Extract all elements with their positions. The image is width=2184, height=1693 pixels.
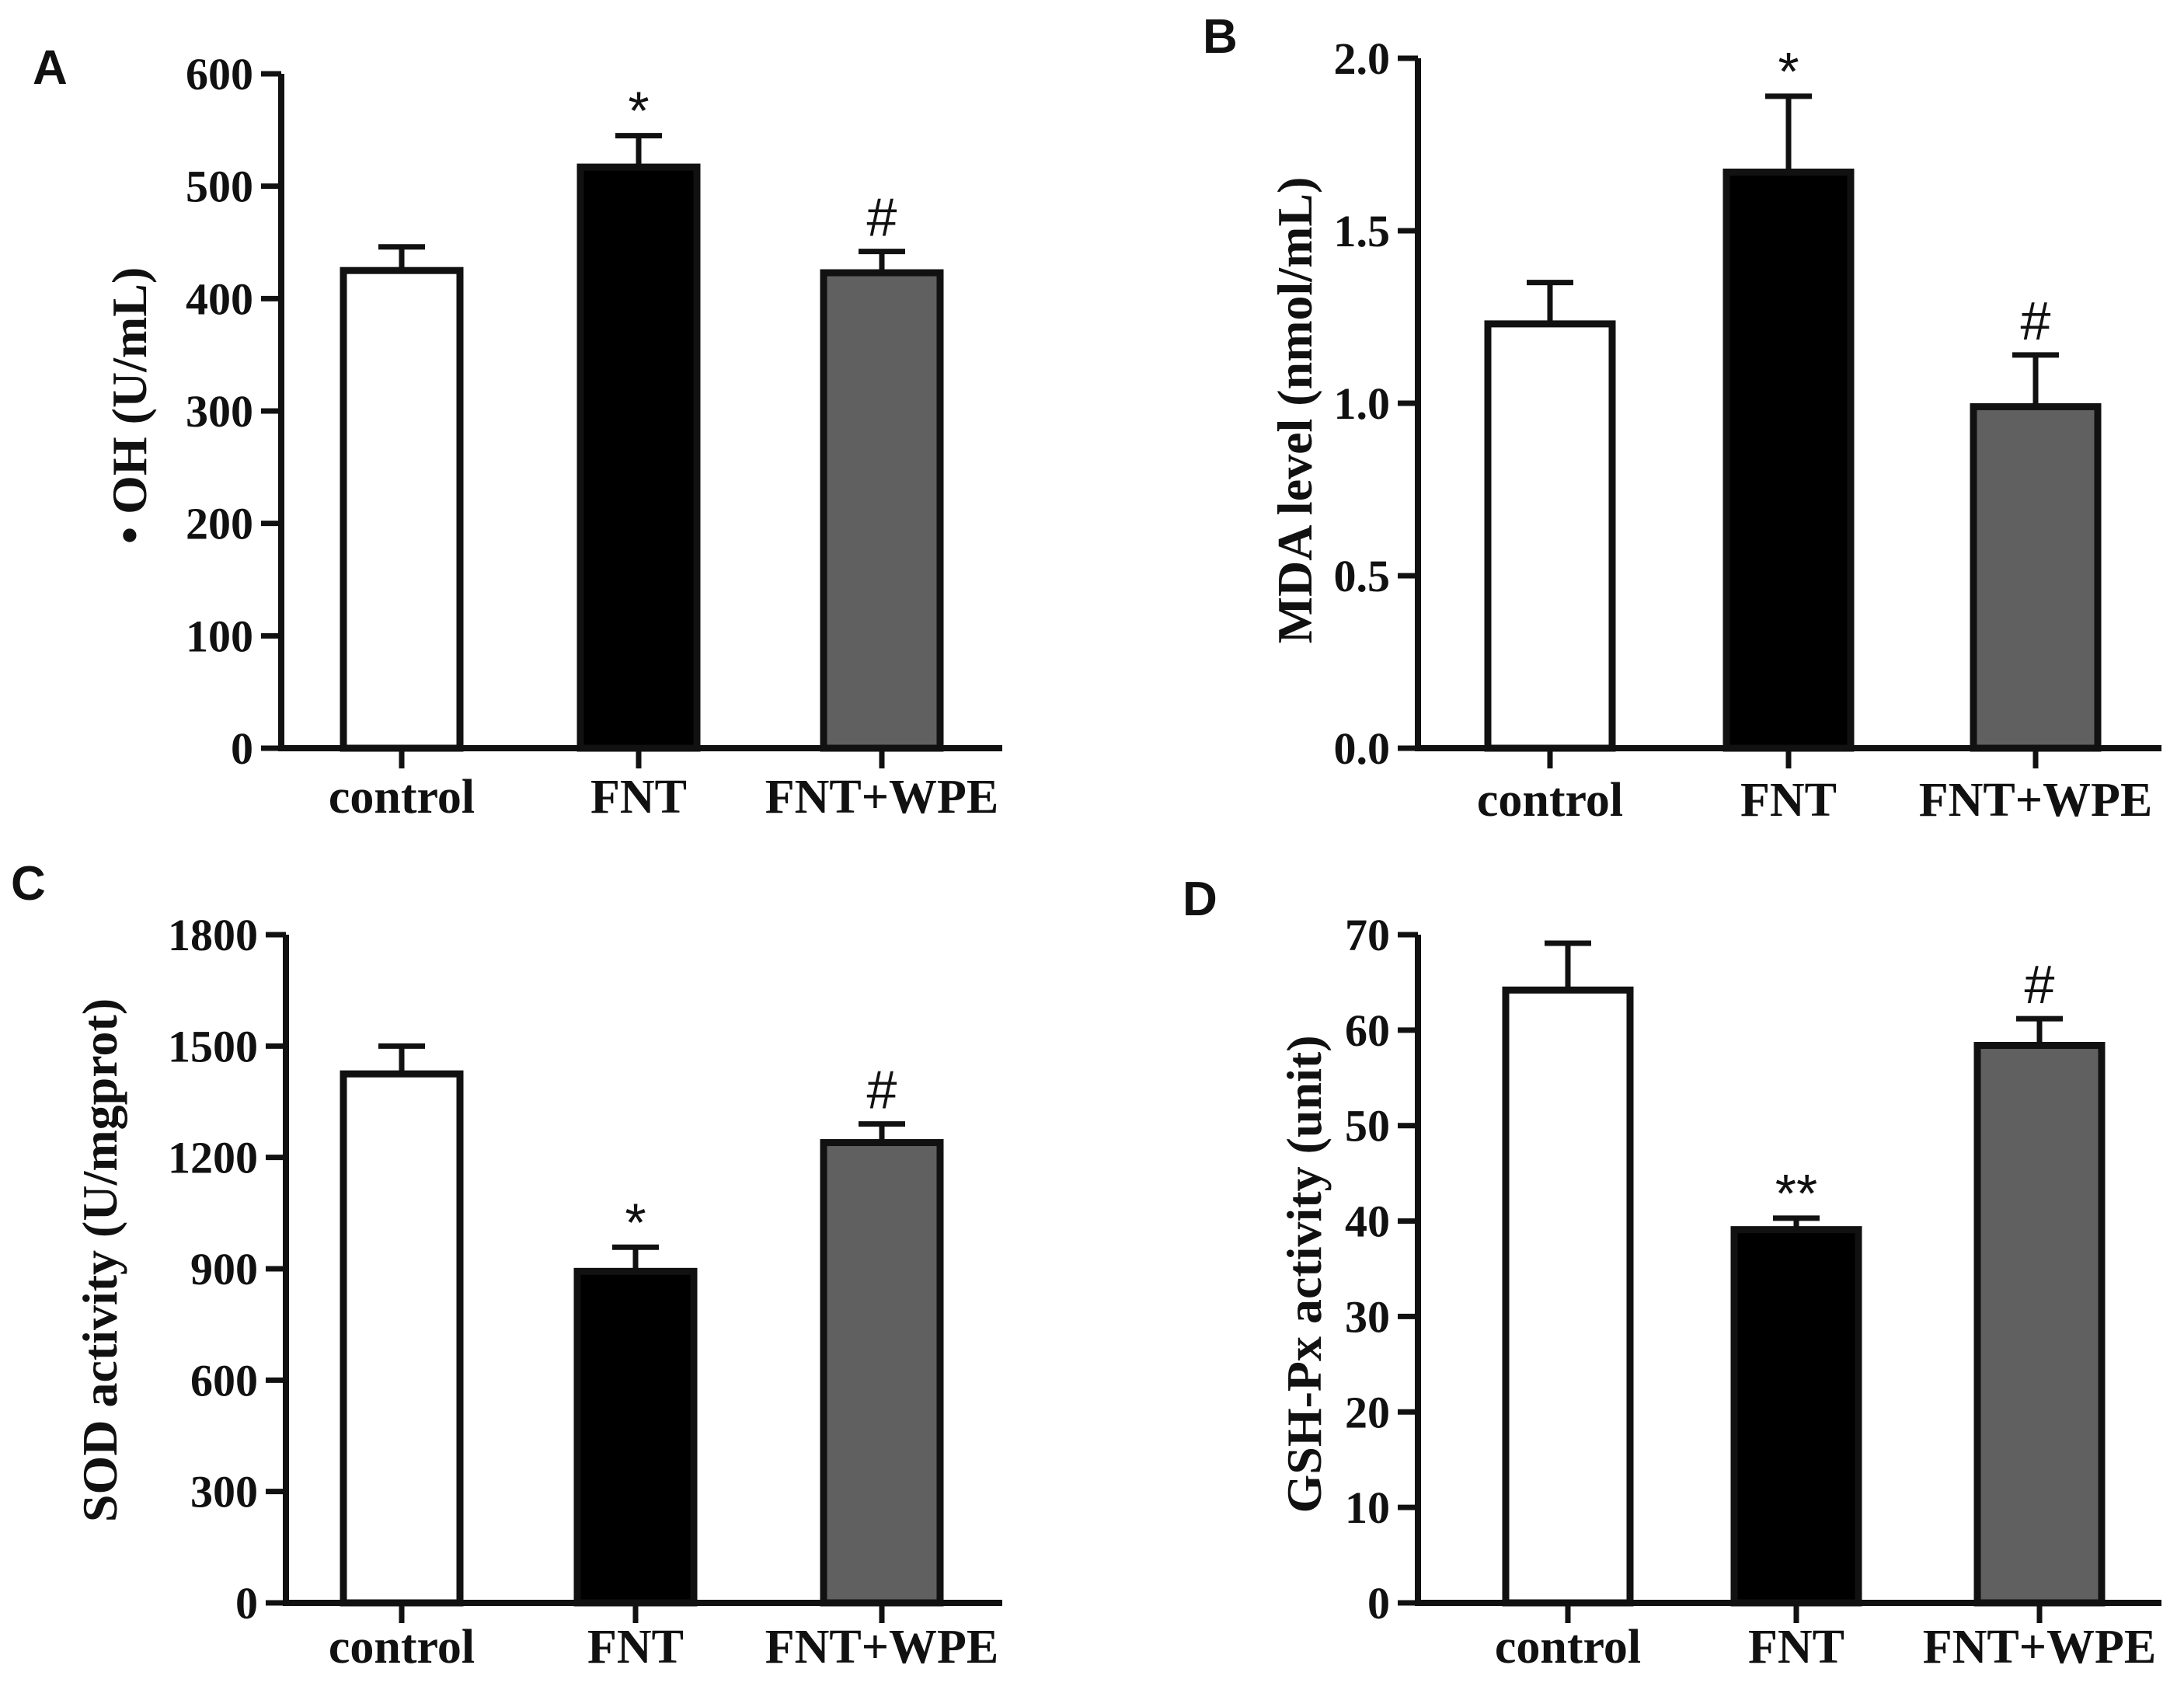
chart-panel-c: C SOD activity (U/mgprot) 0 300 600 900 1200… <box>11 857 1002 1674</box>
significance-label-a: * <box>628 81 649 141</box>
y-axis-title-a: • OH (U/mL) <box>102 267 157 545</box>
x-tick-label-b: control <box>1477 774 1623 827</box>
y-tick-label-d: 60 <box>1345 1005 1390 1056</box>
y-tick-label-c: 900 <box>190 1244 258 1294</box>
significance-label-d: # <box>2025 954 2055 1015</box>
chart-plot-b: 0.0 0.5 1.0 1.5 2.0 control FNT * FNT+WPE # <box>1334 33 2161 827</box>
panel-letter-d: D <box>1183 873 1217 926</box>
y-tick-label-a: 0 <box>231 723 253 774</box>
bar-a <box>340 266 464 752</box>
significance-label-d: ** <box>1775 1163 1817 1224</box>
y-tick-label-a: 400 <box>186 273 253 324</box>
x-tick-label-b: FNT <box>1740 774 1837 827</box>
y-axis-title-c: SOD activity (U/mgprot) <box>72 998 127 1522</box>
significance-label-b: # <box>2021 291 2051 351</box>
x-tick-label-a: FNT <box>590 771 687 824</box>
x-tick-label-d: FNT+WPE <box>1923 1621 2157 1674</box>
chart-plot-d: 0 10 20 30 40 50 60 70 control FNT ** FNT+WPE # <box>1345 910 2161 1674</box>
chart-plot-c: 0 300 600 900 1200 1500 1800 control FNT * FNT+WPE… <box>168 910 1002 1674</box>
y-tick-label-d: 20 <box>1345 1387 1390 1437</box>
y-tick-label-c: 1800 <box>168 910 258 960</box>
y-tick-label-b: 1.5 <box>1334 206 1391 256</box>
y-tick-label-b: 1.0 <box>1334 378 1391 429</box>
x-tick-label-a: control <box>329 771 475 824</box>
bar-d <box>1973 1042 2106 1607</box>
y-tick-label-b: 2.0 <box>1334 33 1391 84</box>
y-tick-label-c: 300 <box>190 1467 258 1517</box>
chart-plot-a: 0 100 200 300 400 500 600 control FNT * FNT+WPE # <box>186 49 1002 824</box>
bar-d <box>1502 986 1634 1607</box>
y-tick-label-c: 1500 <box>168 1021 258 1071</box>
bar-b <box>1484 320 1616 752</box>
y-tick-label-d: 30 <box>1345 1291 1390 1342</box>
x-tick-label-c: FNT+WPE <box>765 1621 999 1674</box>
y-tick-label-a: 300 <box>186 386 253 437</box>
y-tick-label-b: 0.0 <box>1334 723 1391 774</box>
bar-c <box>340 1070 464 1607</box>
y-tick-label-d: 10 <box>1345 1482 1390 1533</box>
x-tick-label-d: control <box>1495 1621 1641 1674</box>
y-tick-label-a: 600 <box>186 49 253 99</box>
bar-a <box>820 269 944 752</box>
x-tick-label-a: FNT+WPE <box>765 771 999 824</box>
chart-panel-d: D GSH-Px activity (unit) 0 10 20 30 40 50 60 70… <box>1183 873 2161 1674</box>
y-tick-label-c: 1200 <box>168 1133 258 1183</box>
bar-c <box>820 1139 944 1607</box>
y-tick-label-d: 0 <box>1367 1578 1390 1629</box>
chart-panel-a: A • OH (U/mL) 0 100 200 300 400 500 600 control… <box>33 41 1002 824</box>
significance-label-c: # <box>867 1060 897 1120</box>
x-tick-label-b: FNT+WPE <box>1919 774 2153 827</box>
bar-c <box>573 1267 698 1607</box>
panel-letter-c: C <box>11 857 46 911</box>
significance-label-a: # <box>867 187 897 248</box>
bar-a <box>576 163 701 752</box>
y-tick-label-d: 70 <box>1345 910 1390 960</box>
y-tick-label-a: 100 <box>186 611 253 661</box>
y-tick-label-d: 40 <box>1345 1197 1390 1247</box>
y-tick-label-c: 600 <box>190 1355 258 1406</box>
y-tick-label-a: 200 <box>186 499 253 549</box>
y-tick-label-d: 50 <box>1345 1101 1390 1151</box>
y-tick-label-a: 500 <box>186 162 253 212</box>
significance-label-c: * <box>625 1192 646 1252</box>
y-tick-label-c: 0 <box>235 1578 258 1629</box>
y-tick-label-b: 0.5 <box>1334 551 1391 601</box>
bar-b <box>1722 169 1855 752</box>
bar-d <box>1730 1226 1862 1607</box>
y-axis-title-d: GSH-Px activity (unit) <box>1277 1035 1332 1513</box>
significance-label-b: * <box>1778 41 1799 102</box>
x-tick-label-c: FNT <box>587 1621 684 1674</box>
bar-b <box>1970 402 2102 752</box>
panel-letter-a: A <box>33 41 68 95</box>
panel-letter-b: B <box>1203 10 1238 64</box>
x-tick-label-d: FNT <box>1748 1621 1844 1674</box>
y-axis-title-b: MDA level (nmol/mL) <box>1267 177 1322 644</box>
x-tick-label-c: control <box>329 1621 475 1674</box>
chart-panel-b: B MDA level (nmol/mL) 0.0 0.5 1.0 1.5 2.0 con… <box>1203 10 2161 827</box>
